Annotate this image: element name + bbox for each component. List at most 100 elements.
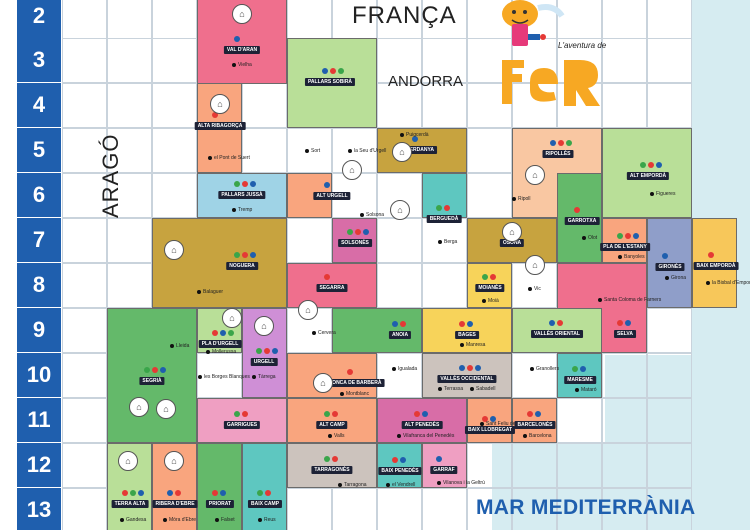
region-baix-penedes[interactable] — [377, 443, 422, 488]
row-number-9: 9 — [17, 308, 61, 352]
grid-cell — [62, 38, 107, 83]
resource-dots-alt-camp — [324, 411, 338, 417]
region-baix-camp[interactable] — [242, 443, 287, 530]
resource-dot-icon — [412, 136, 418, 142]
label-pla-d-urgell[interactable]: PLA D'URGELL — [198, 340, 242, 348]
label-valles-oriental[interactable]: VALLÈS ORIENTAL — [531, 330, 583, 338]
capital-baix-llobregat: Sant Feliu de Llobregat — [480, 421, 538, 427]
label-maresme[interactable]: MARESME — [564, 376, 596, 384]
label-alta-ribagorca[interactable]: ALTA RIBAGORÇA — [194, 122, 246, 130]
arago-label: ARAGÓ — [98, 133, 123, 218]
resource-dot-icon — [347, 369, 353, 375]
label-pallars-sobira[interactable]: PALLARS SOBIRÀ — [304, 78, 356, 86]
grid-cell — [602, 398, 647, 443]
label-urgell[interactable]: URGELL — [250, 358, 278, 366]
landmark-icon: ⌂ — [164, 451, 184, 471]
resource-dot-icon — [422, 411, 428, 417]
label-noguera[interactable]: NOGUERA — [226, 262, 258, 270]
resource-dot-icon — [322, 68, 328, 74]
label-alt-penedes[interactable]: ALT PENEDÈS — [401, 421, 443, 429]
grid-cell — [332, 488, 377, 530]
label-priorat[interactable]: PRIORAT — [205, 500, 235, 508]
label-val-d-aran[interactable]: VAL D'ARAN — [223, 46, 261, 54]
landmark-icon: ⌂ — [254, 316, 274, 336]
label-garraf[interactable]: GARRAF — [430, 466, 458, 474]
region-priorat[interactable] — [197, 443, 242, 530]
resource-dot-icon — [400, 457, 406, 463]
landmark-icon: ⌂ — [313, 373, 333, 393]
label-baix-penedes[interactable]: BAIX PENEDÈS — [378, 467, 422, 475]
label-alt-emporda[interactable]: ALT EMPORDÀ — [626, 172, 670, 180]
grid-cell — [647, 488, 692, 530]
resource-dot-icon — [324, 456, 330, 462]
label-barcelones[interactable]: BARCELONÈS — [514, 421, 556, 429]
capital-cerdanya: Puigcerdà — [400, 132, 429, 138]
grid-cell — [62, 443, 107, 488]
label-bergueda[interactable]: BERGUEDÀ — [426, 215, 462, 223]
landmark-icon: ⌂ — [525, 165, 545, 185]
resource-dot-icon — [527, 411, 533, 417]
resource-dot-icon — [392, 321, 398, 327]
fer-mascot-icon — [502, 0, 600, 106]
resource-dot-icon — [212, 490, 218, 496]
label-baix-llobregat[interactable]: BAIX LLOBREGAT — [464, 426, 516, 434]
label-moianes[interactable]: MOIANÈS — [475, 284, 505, 292]
grid-cell — [602, 353, 647, 398]
capital-pallars-sobira: Sort — [305, 148, 320, 154]
label-alt-camp[interactable]: ALT CAMP — [316, 421, 348, 429]
resource-dot-icon — [228, 330, 234, 336]
resource-dots-selva — [617, 320, 631, 326]
label-pla-de-l-estany[interactable]: PLA DE L'ESTANY — [600, 243, 650, 251]
landmark-icon: ⌂ — [392, 142, 412, 162]
resource-dots-girones — [662, 253, 668, 259]
label-baix-camp[interactable]: BAIX CAMP — [247, 500, 283, 508]
resource-dots-val-d-aran — [234, 36, 240, 42]
grid-cell — [422, 83, 467, 128]
label-ripolles[interactable]: RIPOLLÈS — [542, 150, 574, 158]
label-terra-alta[interactable]: TERRA ALTA — [111, 500, 149, 508]
grid-cell — [62, 488, 107, 530]
grid-cell — [467, 443, 512, 488]
label-segria[interactable]: SEGRIÀ — [139, 377, 165, 385]
resource-dot-icon — [482, 274, 488, 280]
resource-dots-garrigues — [234, 411, 248, 417]
label-ribera-d-ebre[interactable]: RIBERA D'EBRE — [152, 500, 198, 508]
region-anoia[interactable] — [332, 308, 422, 353]
resource-dots-terra-alta — [122, 490, 144, 496]
resource-dot-icon — [152, 367, 158, 373]
label-bages[interactable]: BAGES — [455, 331, 479, 339]
label-tarragones[interactable]: TARRAGONÈS — [311, 466, 353, 474]
resource-dot-icon — [234, 252, 240, 258]
label-selva[interactable]: SELVA — [614, 330, 636, 338]
label-cerdanya[interactable]: CERDANYA — [403, 146, 437, 154]
region-bergueda[interactable] — [422, 173, 467, 218]
region-tarragones[interactable] — [287, 443, 377, 488]
resource-dot-icon — [625, 233, 631, 239]
label-baix-emporda[interactable]: BAIX EMPORDÀ — [693, 262, 739, 270]
resource-dot-icon — [264, 348, 270, 354]
landmark-icon: ⌂ — [525, 255, 545, 275]
label-valles-occidental[interactable]: VALLÈS OCCIDENTAL — [437, 375, 497, 383]
region-segria[interactable] — [107, 308, 197, 443]
resource-dots-cerdanya — [412, 136, 418, 142]
grid-cell — [557, 443, 602, 488]
label-garrotxa[interactable]: GARROTXA — [564, 217, 600, 225]
label-conca-de-barbera[interactable]: CONCA DE BARBERÀ — [325, 379, 385, 387]
resource-dots-segria — [144, 367, 166, 373]
grid-cell — [557, 398, 602, 443]
grid-cell — [107, 218, 152, 263]
label-pallars-jussa[interactable]: PALLARS JUSSÀ — [218, 191, 266, 199]
label-girones[interactable]: GIRONÈS — [655, 263, 685, 271]
label-segarra[interactable]: SEGARRA — [316, 284, 348, 292]
row-number-12: 12 — [17, 443, 61, 487]
label-osona[interactable]: OSONA — [499, 239, 525, 247]
label-alt-urgell[interactable]: ALT URGELL — [313, 192, 351, 200]
region-garrigues[interactable] — [197, 398, 287, 443]
capital-ribera-d-ebre: Móra d'Ebre — [163, 517, 196, 523]
label-garrigues[interactable]: GARRIGUES — [223, 421, 261, 429]
resource-dot-icon — [490, 416, 496, 422]
label-anoia[interactable]: ANOIA — [388, 331, 412, 339]
label-solsones[interactable]: SOLSONÈS — [338, 239, 372, 247]
capital-pla-de-l-estany: Banyoles — [618, 254, 645, 260]
